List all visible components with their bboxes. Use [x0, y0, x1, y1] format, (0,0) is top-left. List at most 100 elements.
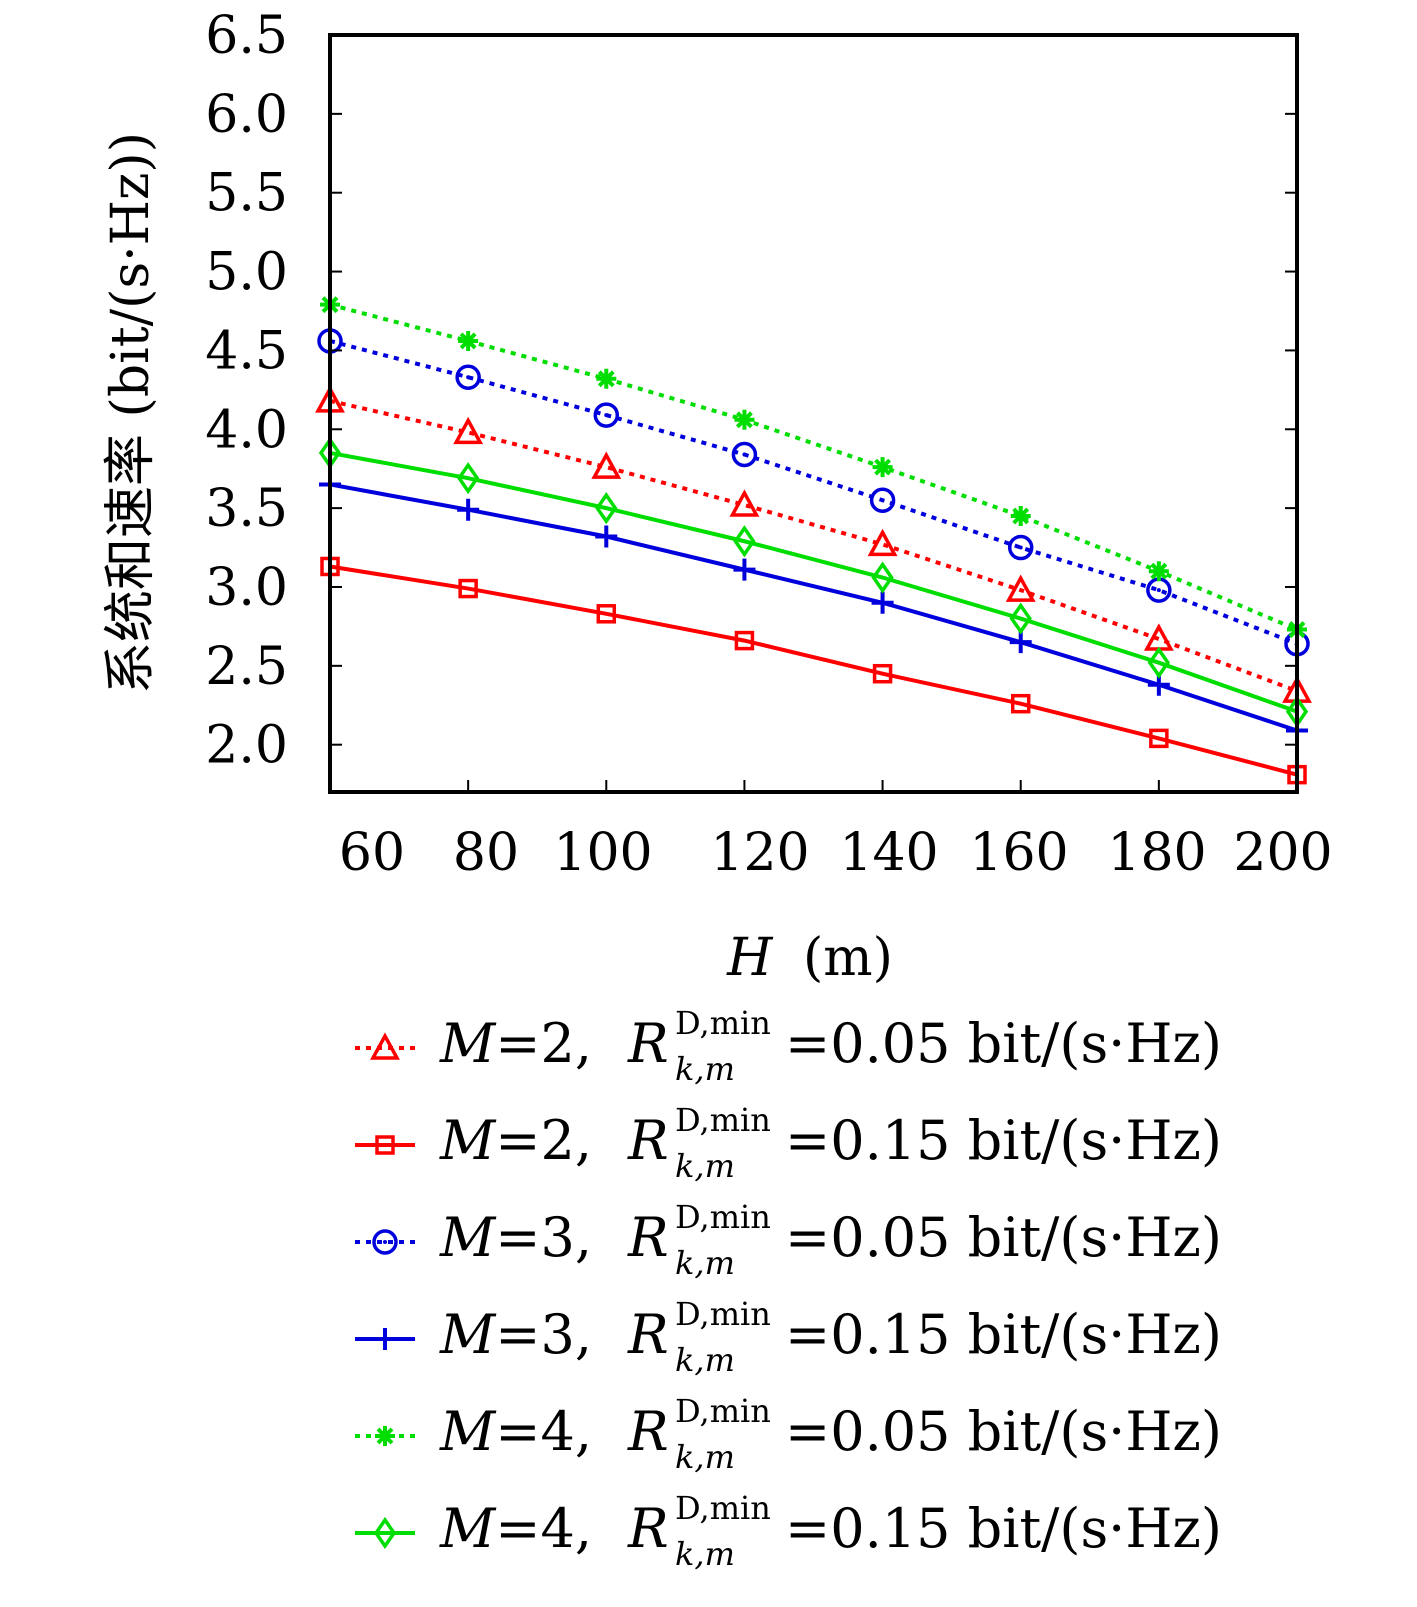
data-point: [1007, 534, 1034, 561]
legend-marker: [374, 1328, 396, 1350]
plot-frame: [328, 33, 1299, 794]
legend-label-r: R: [627, 1303, 669, 1366]
y-tick-label: 6.5: [205, 6, 288, 66]
data-point: [1010, 506, 1031, 527]
x-tick-label: 80: [453, 823, 519, 883]
x-tick-label: 60: [339, 823, 405, 883]
y-tick-label: 5.0: [205, 243, 288, 303]
legend-label-r: R: [627, 1012, 669, 1075]
data-point: [1149, 728, 1169, 749]
legend-label-rate: =0.15 bit/(s·Hz): [785, 1109, 1222, 1172]
legend-label-sub: k,m: [675, 1050, 735, 1088]
data-point: [1148, 561, 1169, 582]
legend-entry: M=4, R D,min k,m =0.05 bit/(s·Hz): [355, 1392, 1222, 1476]
data-point: [734, 630, 755, 651]
x-tick-label: 100: [553, 823, 652, 883]
legend-label-rate: =0.05 bit/(s·Hz): [785, 1012, 1222, 1075]
data-point-dot: [1018, 545, 1023, 550]
data-point-dot: [880, 498, 885, 503]
data-point: [869, 487, 896, 513]
data-point: [457, 462, 480, 495]
data-point: [872, 663, 893, 684]
data-point: [729, 489, 760, 517]
y-tick-label: 2.0: [205, 716, 288, 776]
legend-label-sup: D,min: [675, 1392, 771, 1430]
legend-marker: [375, 1135, 395, 1155]
legend-label-m: M=2,: [439, 1109, 592, 1172]
data-point: [458, 330, 479, 351]
legend-label-rate: =0.05 bit/(s·Hz): [785, 1206, 1222, 1269]
legend-label-r: R: [627, 1497, 669, 1560]
x-axis-ticks: 60 80 100 120 140 160 180 200: [329, 780, 1333, 883]
legend-label-m: M=3,: [439, 1303, 592, 1366]
x-tick-label: 160: [969, 823, 1068, 883]
data-point: [458, 578, 478, 599]
data-point: [731, 441, 758, 468]
y-tick-label: 3.0: [205, 558, 288, 618]
y-tick-label: 3.5: [205, 479, 288, 539]
legend-marker: [375, 1426, 395, 1446]
legend-label-m: M=3,: [439, 1206, 592, 1269]
series-line: [329, 339, 1298, 646]
data-point: [871, 591, 894, 614]
data-point: [455, 364, 481, 390]
legend-label-rate: =0.15 bit/(s·Hz): [785, 1303, 1222, 1366]
data-point-dot: [742, 452, 747, 457]
data-point: [453, 416, 484, 445]
legend-label-rate: =0.05 bit/(s·Hz): [785, 1400, 1222, 1463]
x-tick-label: 140: [839, 823, 938, 883]
data-point: [734, 409, 755, 430]
legend-label-sup: D,min: [675, 1489, 771, 1527]
series-line: [329, 482, 1298, 733]
y-tick-label: 4.5: [205, 321, 288, 381]
legend-label-r: R: [627, 1400, 669, 1463]
data-point: [595, 492, 618, 525]
data-point: [867, 528, 898, 557]
y-axis-title: 系统和速率 (bit/(s·Hz)): [101, 132, 161, 694]
data-point: [457, 498, 480, 521]
x-axis-var: H: [726, 928, 774, 988]
legend-label-sup: D,min: [675, 1198, 771, 1236]
data-point-dot: [1156, 588, 1161, 593]
data-point: [596, 604, 617, 624]
data-point: [591, 451, 622, 479]
data-point: [593, 402, 620, 428]
legend-label-r: R: [627, 1109, 669, 1172]
data-point-dot: [466, 375, 471, 380]
legend-marker: [370, 1032, 400, 1060]
legend-marker: [372, 1229, 398, 1255]
legend-label-sub: k,m: [675, 1438, 735, 1476]
data-point: [1009, 602, 1032, 635]
plot-series: [315, 294, 1312, 785]
series-3: [319, 473, 1308, 742]
y-tick-label: 4.0: [205, 400, 288, 460]
legend-marker: [373, 1516, 397, 1550]
legend-label-sub: k,m: [675, 1341, 735, 1379]
series-line: [329, 398, 1298, 693]
legend-label-sub: k,m: [675, 1147, 735, 1185]
series-line: [329, 564, 1298, 777]
y-axis-ticks: 2.0 2.5 3.0 3.5 4.0 4.5 5.0 5.5 6.0 6.5: [205, 6, 1297, 776]
legend-entry: M=2, R D,min k,m =0.15 bit/(s·Hz): [355, 1101, 1222, 1185]
data-point: [595, 525, 618, 548]
legend-label-sub: k,m: [675, 1535, 735, 1573]
legend-entry: M=4, R D,min k,m =0.15 bit/(s·Hz): [355, 1489, 1222, 1573]
series-line: [329, 302, 1298, 632]
data-point: [733, 525, 756, 558]
legend-entry: M=3, R D,min k,m =0.15 bit/(s·Hz): [355, 1295, 1222, 1379]
legend-marker-dot: [383, 1240, 387, 1244]
data-point: [733, 558, 756, 581]
data-point: [1005, 574, 1036, 602]
data-point: [596, 368, 617, 389]
legend-label-sub: k,m: [675, 1244, 735, 1282]
legend-label-m: M=4,: [439, 1497, 592, 1560]
legend-label-rate: =0.15 bit/(s·Hz): [785, 1497, 1222, 1560]
data-point: [1009, 631, 1032, 654]
legend-entry: M=3, R D,min k,m =0.05 bit/(s·Hz): [355, 1198, 1222, 1282]
legend-label-r: R: [627, 1206, 669, 1269]
x-tick-label: 180: [1107, 823, 1206, 883]
y-tick-label: 5.5: [205, 164, 288, 224]
data-point: [1147, 646, 1170, 679]
